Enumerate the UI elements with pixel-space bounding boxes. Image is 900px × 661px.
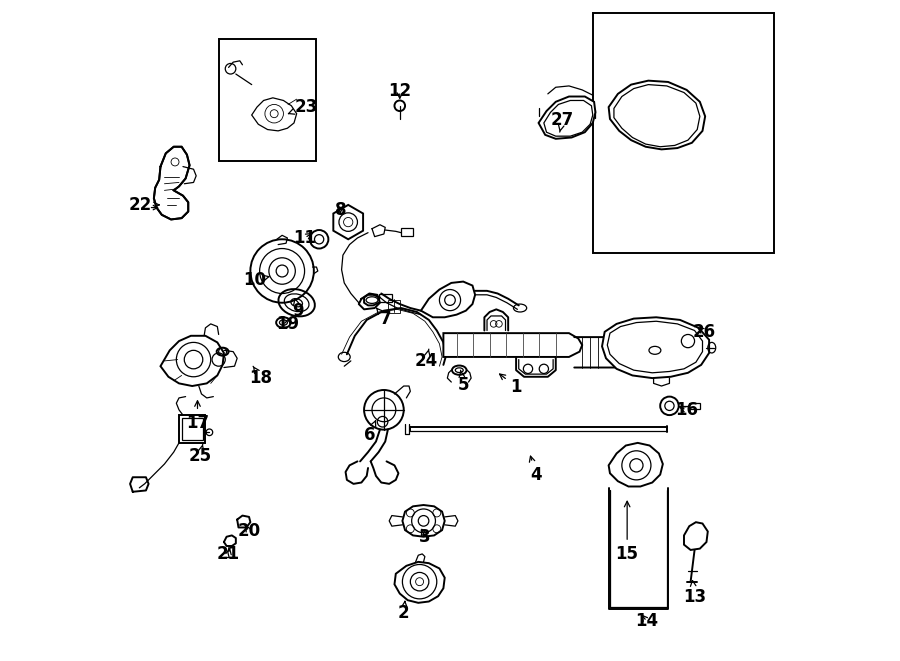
Text: 12: 12 bbox=[388, 82, 411, 100]
Text: 11: 11 bbox=[293, 229, 316, 247]
Text: 26: 26 bbox=[692, 323, 716, 341]
Text: 27: 27 bbox=[551, 111, 574, 132]
Polygon shape bbox=[602, 317, 709, 378]
Text: 23: 23 bbox=[288, 98, 318, 116]
Text: 3: 3 bbox=[419, 527, 431, 546]
Text: 7: 7 bbox=[376, 308, 391, 328]
Polygon shape bbox=[333, 205, 363, 239]
Polygon shape bbox=[160, 336, 224, 386]
Polygon shape bbox=[421, 282, 475, 317]
Text: 8: 8 bbox=[335, 201, 346, 219]
Bar bbox=[388, 300, 400, 313]
Bar bbox=[379, 294, 392, 302]
Text: 13: 13 bbox=[683, 580, 706, 606]
Polygon shape bbox=[608, 81, 705, 149]
Bar bbox=[179, 415, 205, 443]
Text: 9: 9 bbox=[292, 299, 304, 320]
Bar bbox=[593, 13, 774, 253]
Polygon shape bbox=[394, 562, 445, 603]
Text: 20: 20 bbox=[238, 522, 261, 541]
Polygon shape bbox=[154, 147, 190, 219]
Text: 16: 16 bbox=[675, 401, 698, 419]
Text: 5: 5 bbox=[457, 370, 469, 394]
Text: 1: 1 bbox=[500, 374, 522, 396]
Bar bbox=[182, 418, 202, 440]
Polygon shape bbox=[608, 443, 662, 486]
Text: 4: 4 bbox=[529, 456, 542, 484]
Text: 22: 22 bbox=[129, 196, 159, 214]
Polygon shape bbox=[538, 97, 596, 139]
Text: 17: 17 bbox=[186, 401, 209, 432]
Text: 15: 15 bbox=[616, 501, 639, 563]
Polygon shape bbox=[402, 505, 445, 537]
Polygon shape bbox=[444, 333, 582, 357]
Text: 14: 14 bbox=[635, 612, 659, 631]
Bar bbox=[689, 403, 700, 409]
Polygon shape bbox=[684, 522, 707, 550]
Bar bbox=[219, 39, 317, 161]
Bar bbox=[401, 228, 413, 236]
Polygon shape bbox=[252, 98, 297, 131]
Text: 25: 25 bbox=[189, 444, 212, 465]
Text: 21: 21 bbox=[217, 545, 240, 563]
Text: 6: 6 bbox=[364, 420, 375, 444]
Text: 19: 19 bbox=[275, 315, 299, 333]
Text: 10: 10 bbox=[243, 271, 269, 290]
Text: 24: 24 bbox=[415, 349, 437, 370]
Text: 18: 18 bbox=[249, 366, 273, 387]
Text: 2: 2 bbox=[398, 602, 410, 623]
